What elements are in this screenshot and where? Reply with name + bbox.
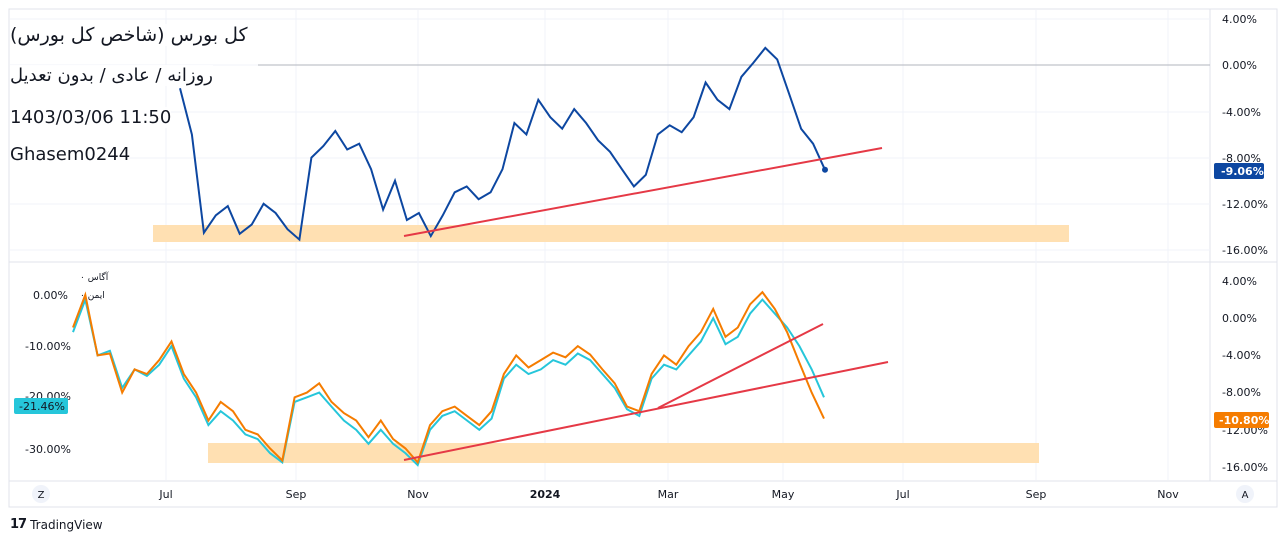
price-axis-bottom-left: 0.00% -10.00% -20.00% -30.00% (25, 289, 71, 456)
last-value-label: -9.06% (1221, 165, 1264, 178)
last-value-badge-bottom-cyan: -21.46% (14, 398, 68, 414)
trendline-bottom-long (403, 361, 889, 461)
time-label: Jul (158, 488, 172, 501)
tick-label: 4.00% (1222, 275, 1257, 288)
time-label: Nov (1157, 488, 1179, 501)
tick-label: -8.00% (1222, 152, 1261, 165)
zoom-button[interactable]: Z (32, 485, 50, 503)
tick-label: 0.00% (1222, 59, 1257, 72)
tick-label: -4.00% (1222, 106, 1261, 119)
top-series-endpoint (822, 166, 828, 173)
tick-label: -12.00% (1222, 198, 1268, 211)
price-axis-bottom-right: 4.00% 0.00% -4.00% -8.00% -12.00% -16.00… (1222, 275, 1268, 474)
zoom-button-label: Z (38, 490, 45, 501)
tick-label: -8.00% (1222, 386, 1261, 399)
chart-datetime: 1403/03/06 11:50 (10, 107, 172, 128)
tick-label: 4.00% (1222, 13, 1257, 26)
tradingview-branding[interactable]: 17 TradingView (10, 517, 103, 532)
tick-label: 0.00% (33, 289, 68, 302)
chart-frame (8, 8, 1278, 508)
time-label: Nov (407, 488, 429, 501)
time-label: May (772, 488, 795, 501)
last-value-badge-bottom-orange: -10.80% (1214, 412, 1269, 428)
time-axis: Jul Sep Nov 2024 Mar May Jul Sep Nov (158, 488, 1179, 501)
top-series-line (179, 46, 826, 242)
tick-label: -16.00% (1222, 244, 1268, 257)
trendline-bottom-short (657, 323, 824, 409)
support-zone-bottom (208, 443, 1039, 463)
auto-scale-button-label: A (1242, 490, 1249, 501)
time-label: Sep (286, 488, 307, 501)
tick-label: -4.00% (1222, 349, 1261, 362)
time-label: Sep (1026, 488, 1047, 501)
last-value-badge-top: -9.06% (1214, 163, 1264, 179)
tick-label: -10.00% (25, 340, 71, 353)
legend-small-1: آگاس ۰ (80, 271, 109, 283)
auto-scale-button[interactable]: A (1236, 485, 1254, 503)
support-zone-top (153, 225, 1069, 242)
last-value-label: -10.80% (1219, 414, 1269, 427)
tick-label: 0.00% (1222, 312, 1257, 325)
tick-label: -16.00% (1222, 461, 1268, 474)
chart-title: کل بورس (شاخص کل بورس) (10, 24, 248, 46)
time-label: Jul (895, 488, 909, 501)
bottom-series-orange-line (72, 290, 825, 465)
tick-label: -30.00% (25, 443, 71, 456)
bottom-series-cyan-line (72, 296, 825, 467)
trendline-top (403, 147, 883, 237)
price-axis-top: 4.00% 0.00% -4.00% -8.00% -12.00% -16.00… (1222, 13, 1268, 257)
tradingview-name: TradingView (30, 517, 103, 532)
chart-author: Ghasem0244 (10, 144, 131, 165)
tradingview-logo-icon: 17 (10, 517, 27, 532)
last-value-label: -21.46% (19, 400, 65, 413)
legend-small-2: ایمن ۰ (80, 291, 105, 301)
time-label: 2024 (530, 488, 561, 501)
time-label: Mar (658, 488, 679, 501)
chart-subtitle: روزانه / عادی / بدون تعدیل (10, 65, 213, 86)
